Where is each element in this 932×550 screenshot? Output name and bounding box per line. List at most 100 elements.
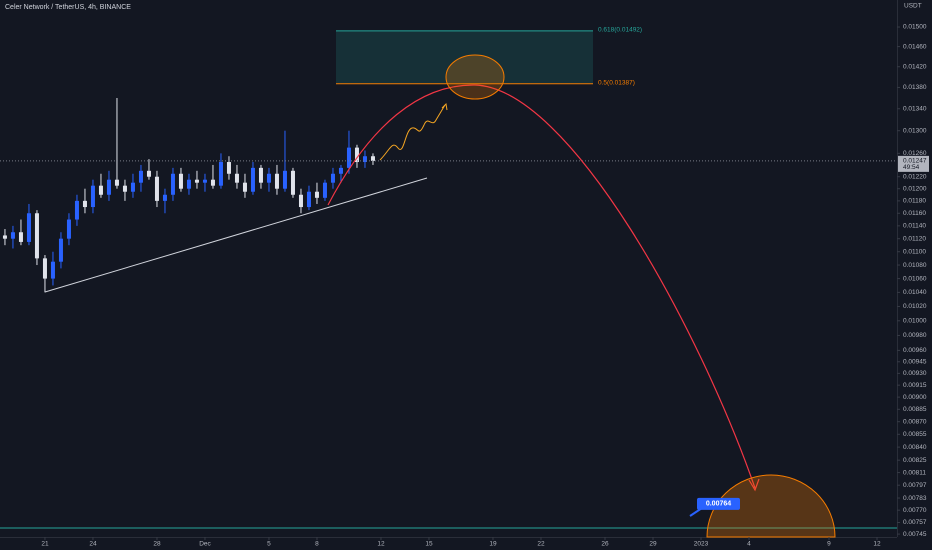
candle-body — [50, 261, 55, 279]
candle-body — [90, 185, 95, 208]
candle-body — [346, 147, 351, 168]
y-tick-label: 0.01160 — [903, 210, 926, 217]
candle-body — [74, 200, 79, 220]
candle-body — [154, 176, 159, 201]
candle-body — [210, 179, 215, 186]
arrow-head — [748, 478, 760, 492]
projection-curve — [327, 84, 756, 489]
candle-body — [250, 167, 255, 192]
y-tick-label: 0.00945 — [903, 359, 927, 366]
x-tick-label: 22 — [537, 541, 545, 548]
candle-body — [330, 173, 335, 183]
x-tick-label: 24 — [89, 541, 97, 548]
x-tick-label: 26 — [601, 541, 609, 548]
fib-label: 0.618(0.01492) — [598, 27, 642, 34]
candle-body — [42, 258, 47, 279]
y-axis-label: USDT — [904, 3, 922, 10]
x-tick-label: 28 — [153, 541, 161, 548]
candle-body — [242, 182, 247, 192]
candle-body — [186, 179, 191, 189]
x-tick-label: 8 — [315, 541, 319, 548]
candle-body — [114, 179, 119, 186]
candle-body — [298, 194, 303, 208]
y-tick-label: 0.01000 — [903, 318, 927, 325]
candle-body — [162, 194, 167, 201]
y-tick-label: 0.00915 — [903, 382, 927, 389]
y-tick-label: 0.00840 — [903, 444, 927, 451]
sketch-arrow — [441, 102, 448, 111]
candle-body — [138, 170, 143, 183]
x-tick-label: 5 — [267, 541, 271, 548]
candle-body — [130, 182, 135, 192]
candle-body — [2, 235, 7, 239]
y-tick-label: 0.00960 — [903, 347, 927, 354]
y-tick-label: 0.00930 — [903, 370, 927, 377]
x-tick-label: 19 — [489, 541, 497, 548]
candle-body — [314, 191, 319, 198]
candle-body — [362, 156, 367, 163]
y-tick-label: 0.01300 — [903, 127, 927, 134]
candle-body — [202, 179, 207, 183]
last-price-tag — [898, 155, 929, 172]
y-tick-label: 0.01080 — [903, 262, 927, 269]
x-tick-label: 29 — [649, 541, 657, 548]
x-tick-label: 15 — [425, 541, 433, 548]
y-tick-label: 0.00797 — [903, 482, 927, 489]
candle-body — [98, 185, 103, 195]
y-tick-label: 0.01060 — [903, 275, 927, 282]
y-tick-label: 0.01100 — [903, 248, 926, 255]
candle-body — [218, 162, 223, 186]
y-tick-label: 0.00757 — [903, 519, 927, 526]
y-tick-label: 0.01340 — [903, 105, 927, 112]
candle-body — [354, 147, 359, 163]
top-circle — [445, 54, 505, 100]
candle-body — [122, 185, 127, 192]
candle-body — [370, 156, 375, 161]
candle-body — [82, 200, 87, 208]
y-tick-label: 0.01020 — [903, 303, 927, 310]
y-tick-label: 0.01200 — [903, 185, 927, 192]
y-tick-label: 0.01460 — [903, 43, 927, 50]
y-tick-label: 0.01500 — [903, 24, 927, 31]
candle-body — [226, 162, 231, 174]
candle-body — [306, 191, 311, 208]
x-tick-label: 2023 — [694, 541, 709, 548]
x-tick-label: 9 — [827, 541, 831, 548]
x-tick-label: 4 — [747, 541, 751, 548]
candle-body — [194, 179, 199, 183]
last-price-label: 0.01247 — [903, 158, 927, 165]
candle-body — [66, 219, 71, 239]
fib-zone — [336, 30, 593, 84]
target-label: 0.00764 — [706, 501, 731, 508]
candle-body — [178, 173, 183, 189]
y-tick-label: 0.00745 — [903, 531, 927, 538]
y-tick-label: 0.01140 — [903, 223, 926, 230]
candle-body — [290, 170, 295, 195]
candle-body — [258, 167, 263, 183]
candle-body — [322, 182, 327, 198]
candle-body — [282, 170, 287, 189]
candle-body — [10, 232, 15, 239]
y-tick-label: 0.00885 — [903, 406, 927, 413]
trendline — [44, 177, 428, 293]
candle-body — [338, 167, 343, 174]
candle-body — [26, 213, 31, 242]
y-tick-label: 0.00980 — [903, 332, 927, 339]
y-tick-label: 0.00783 — [903, 495, 927, 502]
candle-body — [34, 213, 39, 259]
candle-body — [170, 173, 175, 195]
y-tick-label: 0.01380 — [903, 84, 927, 91]
y-tick-label: 0.01120 — [903, 235, 926, 242]
target-tag — [697, 497, 740, 510]
x-tick-label: 12 — [873, 541, 881, 548]
y-tick-label: 0.00900 — [903, 394, 927, 401]
candle-body — [106, 179, 111, 195]
y-tick-label: 0.00870 — [903, 418, 927, 425]
x-tick-label: 12 — [377, 541, 385, 548]
fib-label: 0.5(0.01387) — [598, 79, 635, 86]
plot: 0.618(0.01492) 0.5(0.01387) — [0, 27, 897, 293]
candle-body — [18, 232, 23, 242]
candle-body — [58, 238, 63, 262]
